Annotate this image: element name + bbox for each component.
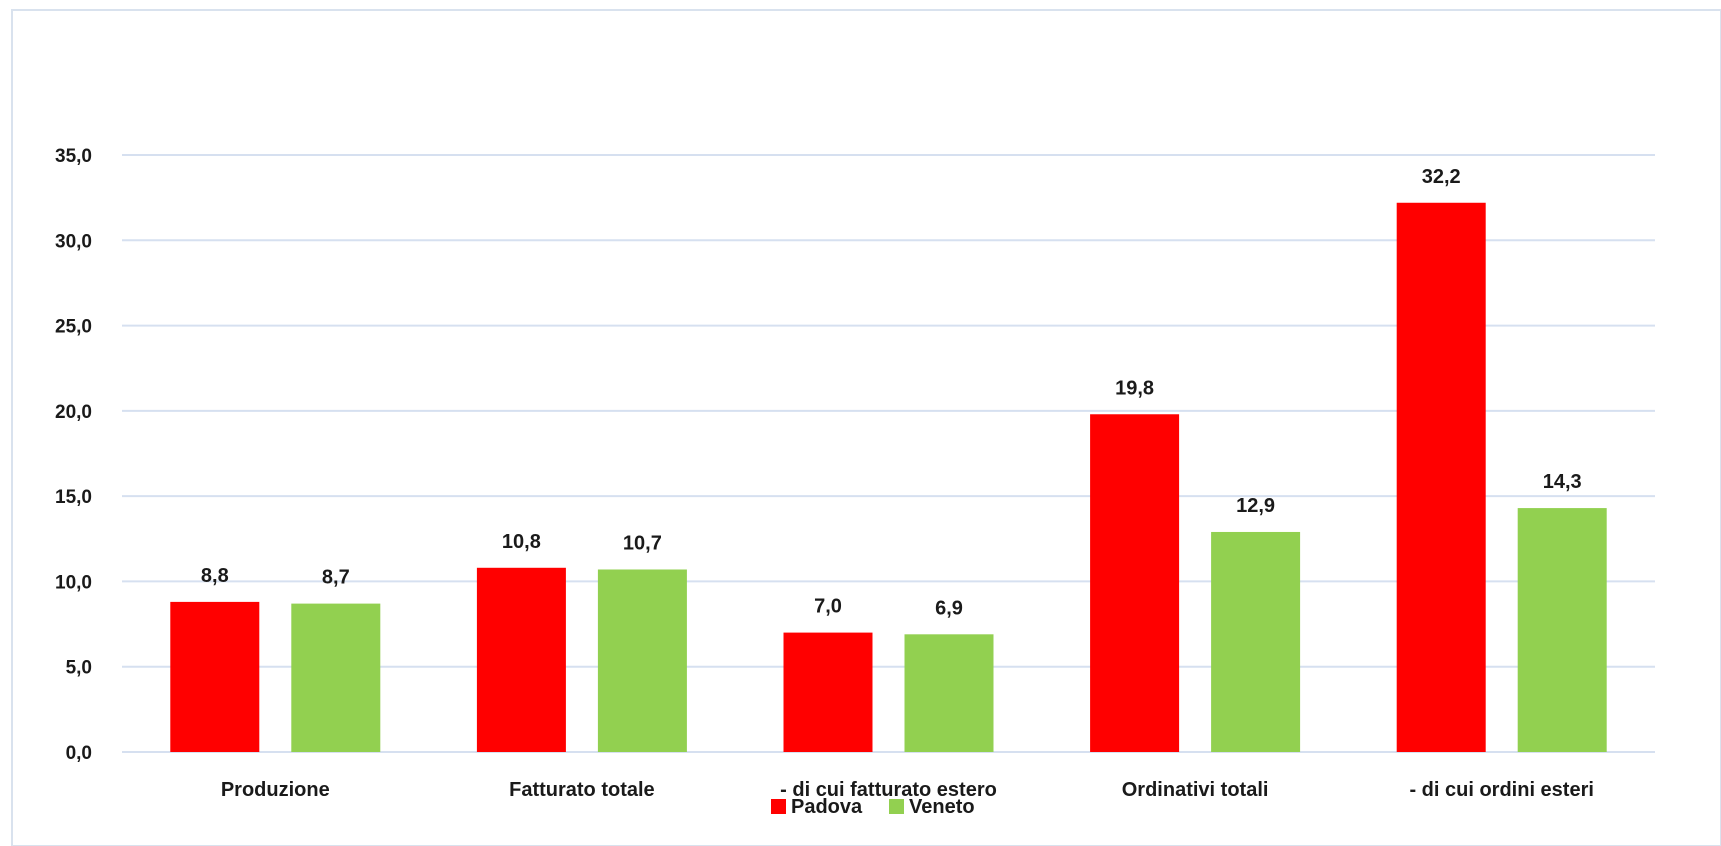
bar-veneto bbox=[1517, 508, 1607, 752]
data-label: 19,8 bbox=[1115, 377, 1154, 399]
bar-padova bbox=[1396, 202, 1486, 752]
category-label: Ordinativi totali bbox=[1122, 779, 1269, 801]
data-label: 10,8 bbox=[502, 531, 541, 553]
y-tick-label: 25,0 bbox=[55, 317, 92, 338]
bar-veneto bbox=[904, 634, 994, 752]
y-tick-label: 30,0 bbox=[55, 231, 92, 252]
category-label: - di cui fatturato estero bbox=[780, 779, 997, 801]
legend-label-padova: Padova bbox=[791, 796, 863, 818]
y-tick-label: 35,0 bbox=[55, 146, 92, 167]
data-label: 8,7 bbox=[322, 567, 350, 589]
bar-padova bbox=[783, 632, 873, 752]
data-label: 6,9 bbox=[935, 597, 963, 619]
y-tick-label: 10,0 bbox=[55, 572, 92, 593]
data-label: 14,3 bbox=[1543, 471, 1582, 493]
category-label: - di cui ordini esteri bbox=[1409, 779, 1593, 801]
data-label: 10,7 bbox=[623, 532, 662, 554]
y-tick-label: 5,0 bbox=[66, 658, 92, 679]
bar-padova bbox=[170, 601, 260, 752]
y-tick-label: 20,0 bbox=[55, 402, 92, 423]
data-label: 7,0 bbox=[814, 596, 842, 618]
legend-label-veneto: Veneto bbox=[909, 796, 975, 818]
bar-veneto bbox=[291, 603, 381, 752]
data-label: 12,9 bbox=[1236, 495, 1275, 517]
data-label: 8,8 bbox=[201, 565, 229, 587]
bar-padova bbox=[476, 567, 566, 752]
chart-border bbox=[11, 9, 1721, 846]
bar-veneto bbox=[1211, 531, 1301, 752]
bar-padova bbox=[1090, 414, 1180, 752]
legend-swatch-padova bbox=[771, 799, 786, 814]
y-tick-label: 0,0 bbox=[66, 743, 92, 764]
y-tick-label: 15,0 bbox=[55, 487, 92, 508]
data-label: 32,2 bbox=[1422, 166, 1461, 188]
category-label: Produzione bbox=[221, 779, 330, 801]
category-label: Fatturato totale bbox=[509, 779, 655, 801]
legend-swatch-veneto bbox=[889, 799, 904, 814]
bar-veneto bbox=[597, 569, 687, 752]
